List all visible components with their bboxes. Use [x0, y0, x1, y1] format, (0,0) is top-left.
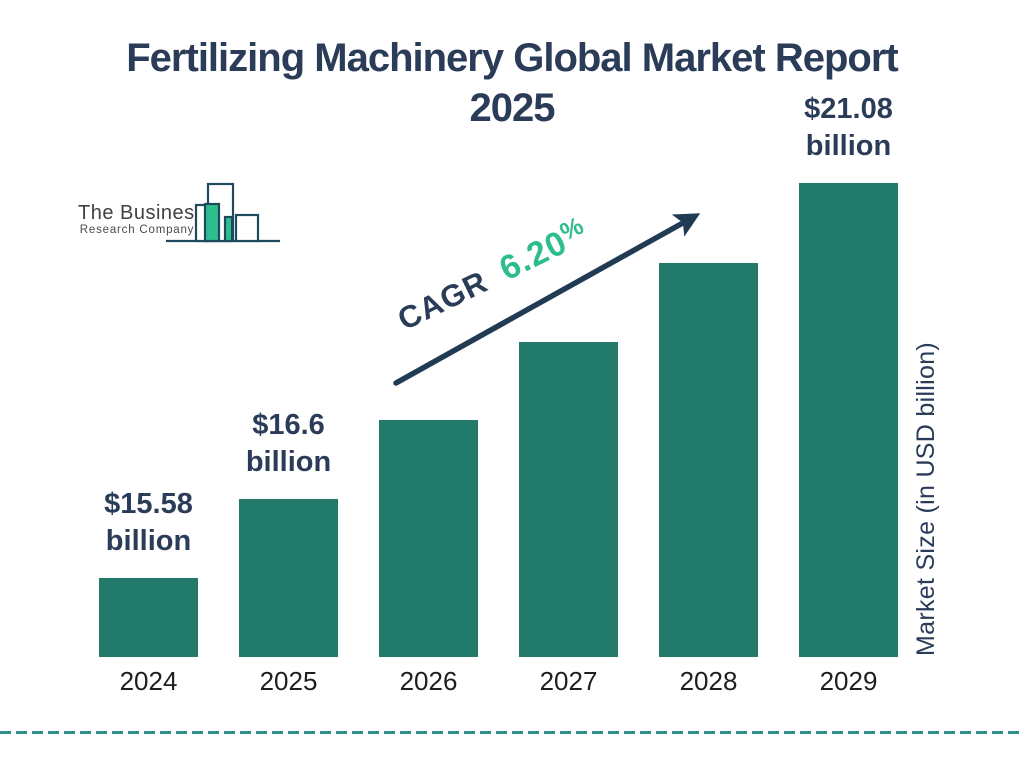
- bar-2026: [379, 420, 478, 657]
- bar-column-2025: $16.6 billion 2025: [239, 409, 338, 696]
- x-tick-label-2024: 2024: [119, 666, 178, 696]
- bar-2028: [659, 263, 758, 657]
- logo-subname: Research Company: [79, 224, 195, 236]
- x-tick-label-2027: 2027: [539, 666, 598, 696]
- bar-2025: [239, 499, 338, 657]
- bar-value-label-2029: $21.08 billion: [804, 93, 893, 162]
- company-logo-text: The Business Research Company: [78, 202, 206, 237]
- bar-2024: [99, 578, 198, 657]
- bar-column-2027: 2027: [519, 342, 618, 696]
- logo-name: The Business: [78, 202, 206, 224]
- company-logo: The Business Research Company: [78, 181, 288, 245]
- y-axis-label: Market Size (in USD billion): [912, 341, 940, 657]
- x-tick-label-2029: 2029: [819, 666, 878, 696]
- bar-2027: [519, 342, 618, 657]
- bar-column-2026: 2026: [379, 420, 478, 696]
- bar-column-2024: $15.58 billion 2024: [99, 488, 198, 696]
- bar-2029: [799, 183, 898, 657]
- x-tick-label-2025: 2025: [259, 666, 318, 696]
- bar-value-label-2024: $15.58 billion: [104, 488, 193, 557]
- x-tick-label-2026: 2026: [399, 666, 458, 696]
- bar-column-2028: 2028: [659, 263, 758, 696]
- bar-value-label-2025: $16.6 billion: [245, 409, 332, 478]
- bar-column-2029: $21.08 billion 2029: [799, 93, 898, 696]
- page-title-line1: Fertilizing Machinery Global Market Repo…: [126, 36, 898, 80]
- page-title-line2: 2025: [469, 86, 556, 130]
- page-title: Fertilizing Machinery Global Market Repo…: [0, 33, 1024, 133]
- bottom-dashed-divider: [0, 731, 1024, 734]
- growth-arrow-icon: [378, 200, 710, 397]
- bar-skyline-logo-icon: [164, 181, 282, 250]
- x-tick-label-2028: 2028: [679, 666, 738, 696]
